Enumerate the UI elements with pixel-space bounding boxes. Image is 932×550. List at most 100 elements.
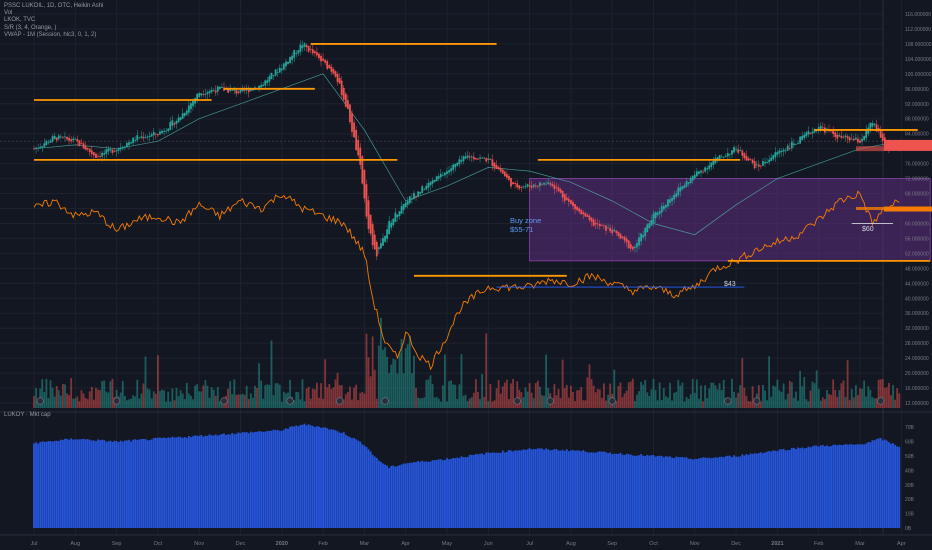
market-cap-bar [815,445,818,528]
candle-body [627,240,630,249]
volume-bar [495,388,498,408]
candle-body [809,132,812,135]
candle-body [712,160,715,165]
candle-body [320,55,322,62]
market-cap-bar [609,452,612,528]
candle-body [136,135,139,141]
candle-body [101,152,104,157]
market-cap-bar [586,452,589,528]
market-cap-bar [782,448,785,528]
time-tick-label: 2020 [276,541,288,547]
volume-bar [534,383,537,408]
volume-bar [867,386,870,408]
market-cap-bar [417,461,419,528]
market-cap-bar [136,439,139,528]
market-cap-bar [396,466,399,528]
market-cap-bar [726,455,729,528]
candle-body [97,155,99,157]
market-cap-bar [140,439,143,528]
candle-body [171,120,174,126]
volume-bar [770,396,773,408]
candle-body [819,125,822,129]
volume-bar [588,364,591,408]
candle-body [404,202,407,207]
candle-body [685,181,688,187]
market-cap-bar [398,465,401,528]
market-cap-bar [617,453,620,528]
volume-bar [309,398,312,408]
candle-body [505,174,508,178]
market-cap-bar [528,448,531,528]
market-cap-bar [877,438,880,528]
candle-body [805,132,808,137]
sr-indicator-label[interactable]: S/R (3, 4, Orange, ) [4,24,57,31]
market-cap-bar [795,449,797,528]
market-cap-bar [576,450,578,528]
market-cap-bar [784,450,787,528]
volume-bar [140,393,143,408]
time-tick-label: Mar [360,541,370,547]
market-cap-bar [660,455,663,528]
market-cap-bar [516,450,519,528]
volume-bar [260,380,263,408]
market-cap-bar [276,429,279,528]
market-cap-bar [183,437,186,528]
market-cap-bar [629,454,632,528]
candle-body [377,247,380,250]
volume-bar [388,373,391,408]
candle-body [429,182,432,186]
market-cap-bar [598,451,601,528]
volume-bar [386,356,389,408]
market-cap-panel-label[interactable]: LUKOY · Mkt cap [4,412,51,418]
volume-bar [840,383,843,408]
volume-bar [109,381,112,408]
lkoh-indicator-label[interactable]: LKOK, TVC [4,17,36,24]
vwap-indicator-label[interactable]: VWAP - 1M (Session, hlc3, 0, 1, 2) [4,31,97,38]
overlay-price-tag [884,206,932,212]
candle-body [49,140,52,143]
market-cap-bar [37,443,40,528]
candle-body [470,156,473,158]
market-cap-bar [196,435,199,528]
market-cap-bar [850,444,853,528]
time-axis[interactable]: Jul Aug Sep Oct Nov Dec 2020 Feb Mar Apr May Jun Jul… [30,541,905,547]
volume-bar [237,394,240,408]
market-cap-bar [801,447,804,528]
market-cap-bar [198,435,201,528]
volume-bar [249,393,252,408]
candle-body [495,165,498,170]
volume-bar [80,390,83,408]
volume-bar [815,370,818,408]
market-cap-axis[interactable]: 70B 60B 50B 40B 30B 20B 10B 0B [905,425,915,532]
volume-bar [708,388,711,408]
volume-bar [43,392,46,408]
market-cap-bar [74,439,77,528]
volume-indicator-label[interactable]: Vol [4,10,13,17]
overlay-price-connector [856,207,884,210]
candle-body [493,162,496,168]
candle-body [196,93,199,101]
event-marker [753,397,761,405]
volume-bar [693,392,696,408]
volume-bar [619,382,622,408]
symbol-title[interactable]: PSSC LUKOIL, 1D, OTC, Heikin Ashi [4,3,104,9]
candle-body [394,212,397,222]
market-cap-bar [382,463,384,528]
volume-bar [165,401,168,408]
market-cap-bar [652,455,655,528]
volume-bar [293,400,296,408]
volume-bar [454,384,457,408]
candle-body [336,74,339,83]
volume-bar [896,388,899,408]
volume-bar [466,401,469,408]
volume-bar [714,385,717,408]
candle-body [768,159,771,163]
candle-body [671,197,673,202]
volume-bar [685,396,688,408]
candle-body [873,123,876,125]
volume-bar [121,381,124,408]
market-cap-bar [743,455,746,528]
market-cap-tick-label: 70B [905,425,915,431]
market-cap-bar [722,457,725,528]
